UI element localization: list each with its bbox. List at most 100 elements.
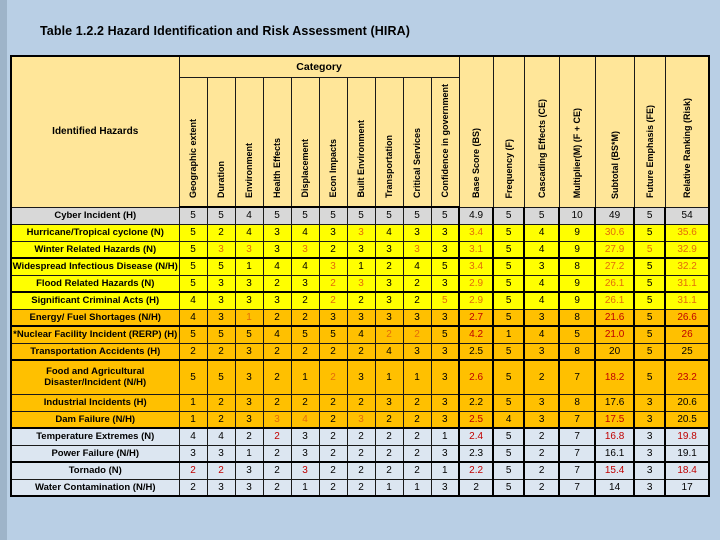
value-cell: 3.4 xyxy=(458,257,494,276)
value-cell: 5 xyxy=(633,240,666,259)
value-cell: 26.6 xyxy=(664,308,710,327)
value-cell: 5 xyxy=(430,206,460,225)
value-cell: 2 xyxy=(318,427,348,446)
table-row: Transportation Accidents (H) 2 2 3 2 2 2 2 4 3 3 2.… xyxy=(10,342,710,361)
value-cell: 2 xyxy=(523,478,560,497)
value-cell: 5 xyxy=(178,240,208,259)
value-cell: 2 xyxy=(318,393,348,412)
value-cell: 19.8 xyxy=(664,427,710,446)
table-row: Tornado (N) 2 2 3 2 3 2 2 2 2 1 2.2 5 2 7 15.4 3 18.4 xyxy=(10,461,710,480)
value-cell: 5 xyxy=(374,206,404,225)
value-cell: 20.6 xyxy=(664,393,710,412)
value-cell: 23.2 xyxy=(664,359,710,395)
value-cell: 5 xyxy=(206,206,236,225)
value-cell: 25 xyxy=(664,342,710,361)
table-header: Identified Hazards Category Base Score (… xyxy=(10,55,710,208)
value-cell: 5 xyxy=(633,342,666,361)
value-cell: 19.1 xyxy=(664,444,710,463)
value-cell: 8 xyxy=(558,308,596,327)
value-cell: 4 xyxy=(492,410,525,429)
value-cell: 2 xyxy=(262,427,292,446)
value-cell: 3 xyxy=(206,291,236,310)
value-cell: 2 xyxy=(374,427,404,446)
value-cell: 5 xyxy=(430,257,460,276)
value-cell: 3 xyxy=(374,274,404,293)
table-row: Food and Agricultural Disaster/Incident … xyxy=(10,359,710,395)
value-cell: 3 xyxy=(206,478,236,497)
value-cell: 1 xyxy=(234,308,264,327)
value-cell: 3 xyxy=(523,308,560,327)
value-cell: 5 xyxy=(492,308,525,327)
value-cell: 18.2 xyxy=(594,359,635,395)
value-cell: 5 xyxy=(492,427,525,446)
value-cell: 9 xyxy=(558,291,596,310)
value-cell: 3 xyxy=(346,240,376,259)
value-cell: 5 xyxy=(318,206,348,225)
hazard-label: Industrial Incidents (H) xyxy=(10,393,180,412)
hazard-label: Temperature Extremes (N) xyxy=(10,427,180,446)
hira-table: Identified Hazards Category Base Score (… xyxy=(10,55,711,497)
value-cell: 3 xyxy=(402,308,432,327)
value-cell: 1 xyxy=(402,359,432,395)
value-cell: 4 xyxy=(523,291,560,310)
value-cell: 5 xyxy=(492,444,525,463)
value-cell: 16.8 xyxy=(594,427,635,446)
column-header-subtotal: Subtotal (BS*M) xyxy=(594,55,635,208)
value-cell: 1 xyxy=(374,359,404,395)
value-cell: 3 xyxy=(523,393,560,412)
value-cell: 2.9 xyxy=(458,291,494,310)
value-cell: 2 xyxy=(318,410,348,429)
value-cell: 49 xyxy=(594,206,635,225)
value-cell: 2 xyxy=(346,291,376,310)
value-cell: 4 xyxy=(234,206,264,225)
value-cell: 2 xyxy=(262,393,292,412)
value-cell: 3 xyxy=(523,342,560,361)
value-cell: 2 xyxy=(290,308,320,327)
value-cell: 5 xyxy=(178,274,208,293)
value-cell: 4 xyxy=(346,325,376,344)
column-header-relative-ranking: Relative Ranking (Risk) xyxy=(664,55,710,208)
value-cell: 5 xyxy=(178,359,208,395)
value-cell: 3 xyxy=(234,291,264,310)
value-cell: 2 xyxy=(402,393,432,412)
value-cell: 2.2 xyxy=(458,393,494,412)
value-cell: 5 xyxy=(523,206,560,225)
value-cell: 3 xyxy=(346,308,376,327)
value-cell: 3 xyxy=(523,257,560,276)
value-cell: 4.9 xyxy=(458,206,494,225)
value-cell: 9 xyxy=(558,274,596,293)
value-cell: 5 xyxy=(492,359,525,395)
value-cell: 2 xyxy=(318,240,348,259)
hazard-label: Hurricane/Tropical cyclone (N) xyxy=(10,223,180,242)
value-cell: 3 xyxy=(430,223,460,242)
value-cell: 30.6 xyxy=(594,223,635,242)
value-cell: 3 xyxy=(633,410,666,429)
value-cell: 1 xyxy=(178,393,208,412)
value-cell: 1 xyxy=(290,359,320,395)
value-cell: 3.1 xyxy=(458,240,494,259)
value-cell: 2 xyxy=(402,427,432,446)
slide-left-edge xyxy=(0,0,7,540)
value-cell: 2 xyxy=(346,393,376,412)
value-cell: 9 xyxy=(558,240,596,259)
column-header-critical-services: Critical Services xyxy=(402,77,432,208)
value-cell: 3 xyxy=(374,240,404,259)
value-cell: 2 xyxy=(290,291,320,310)
column-header-duration: Duration xyxy=(206,77,236,208)
value-cell: 3 xyxy=(206,444,236,463)
value-cell: 3 xyxy=(430,240,460,259)
value-cell: 2 xyxy=(402,325,432,344)
value-cell: 1 xyxy=(402,478,432,497)
value-cell: 4 xyxy=(290,223,320,242)
value-cell: 5 xyxy=(402,206,432,225)
value-cell: 3 xyxy=(430,478,460,497)
table-row: Flood Related Hazards (N) 5 3 3 2 3 2 3 3 2 3 2.9 5 4… xyxy=(10,274,710,293)
value-cell: 17 xyxy=(664,478,710,497)
value-cell: 2 xyxy=(318,444,348,463)
value-cell: 20.5 xyxy=(664,410,710,429)
value-cell: 5 xyxy=(290,206,320,225)
value-cell: 4 xyxy=(523,240,560,259)
value-cell: 4 xyxy=(178,308,208,327)
table-row: Hurricane/Tropical cyclone (N) 5 2 4 3 4 3 3 4 3 3… xyxy=(10,223,710,242)
value-cell: 3 xyxy=(430,444,460,463)
